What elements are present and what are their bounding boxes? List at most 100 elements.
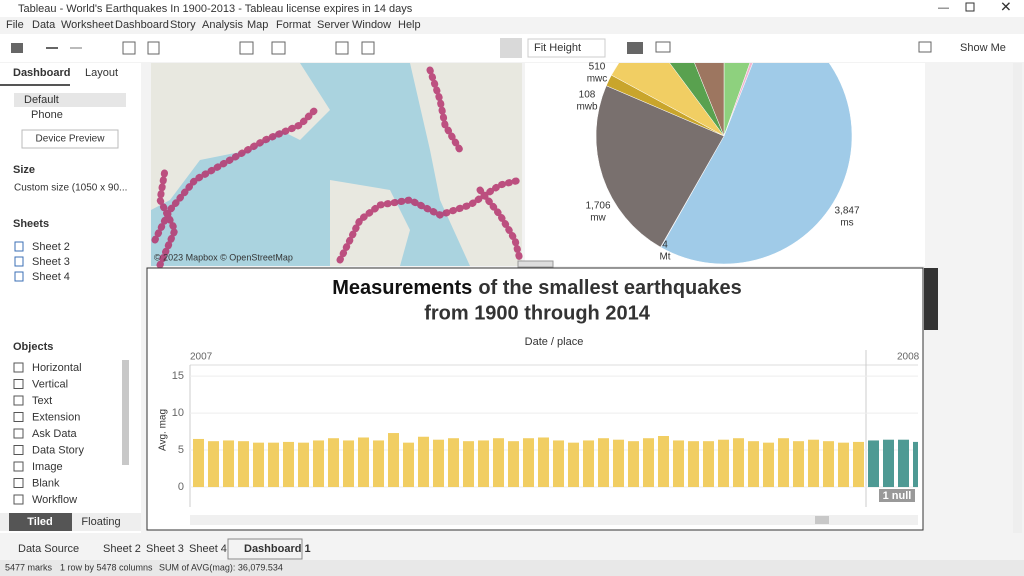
pie-value-label: 3,847 <box>834 206 859 217</box>
pie-slice <box>611 63 725 137</box>
sheet[interactable]: Sheet 2 <box>32 241 70 253</box>
bar <box>193 438 204 488</box>
x-axis-title: Date / place <box>525 336 584 348</box>
sheet-tab[interactable]: Sheet 4 <box>189 543 227 555</box>
menu-item[interactable]: Dashboard <box>115 19 169 31</box>
object[interactable]: Vertical <box>32 378 68 390</box>
menu-item[interactable]: Story <box>170 19 196 31</box>
bar <box>733 438 744 488</box>
object-icon <box>13 461 24 472</box>
device[interactable]: Phone <box>31 109 63 121</box>
bar <box>478 440 489 488</box>
bar <box>613 439 624 488</box>
menu-item[interactable]: Worksheet <box>61 19 113 31</box>
fit-value[interactable]: Fit Height <box>534 42 581 54</box>
null-badge[interactable] <box>879 489 915 502</box>
bar <box>223 440 234 488</box>
menu-item[interactable]: Map <box>247 19 268 31</box>
pie-slice <box>694 63 725 137</box>
object[interactable]: Image <box>32 461 63 473</box>
mode-selected <box>9 513 72 531</box>
status-item: 1 row by 5478 columns <box>60 562 153 572</box>
sheet-tab[interactable]: Sheet 2 <box>103 543 141 555</box>
bar <box>253 442 264 488</box>
fit-dropdown[interactable] <box>527 38 606 58</box>
bar <box>658 436 669 488</box>
bar <box>298 442 309 488</box>
layout-mode[interactable]: Tiled <box>27 516 52 528</box>
panel-controls[interactable] <box>924 268 938 330</box>
menu-item[interactable]: Server <box>317 19 350 31</box>
panel-tab[interactable]: Layout <box>85 67 118 79</box>
show-me[interactable]: Show Me <box>960 42 1006 54</box>
sheet-tab[interactable]: Data Source <box>18 543 79 555</box>
scrollbar <box>122 360 129 465</box>
menu-item[interactable]: Data <box>32 19 56 31</box>
bar <box>688 441 699 488</box>
object[interactable]: Text <box>32 395 52 407</box>
object[interactable]: Data Story <box>32 444 84 456</box>
tab-underline <box>0 84 70 86</box>
size-value[interactable]: Custom size (1050 x 90... <box>14 183 127 194</box>
menu-item[interactable]: Analysis <box>202 19 243 31</box>
menu-item[interactable]: Window <box>352 19 391 31</box>
map-points <box>151 66 524 269</box>
object[interactable]: Ask Data <box>32 428 78 440</box>
menu-item[interactable]: Format <box>276 19 311 31</box>
y-tick-label: 15 <box>172 370 184 382</box>
bar <box>793 441 804 488</box>
bar <box>868 440 879 488</box>
device-preview[interactable]: Device Preview <box>36 134 106 145</box>
object-icon <box>13 362 24 373</box>
object-icon <box>13 494 24 505</box>
bar <box>493 438 504 488</box>
button[interactable] <box>21 129 119 149</box>
v-scrollbar[interactable] <box>1013 63 1022 533</box>
panel-tab[interactable]: Dashboard <box>13 67 70 79</box>
object[interactable]: Horizontal <box>32 362 82 374</box>
status-item: SUM of AVG(mag): 36,079.534 <box>159 562 283 572</box>
plot-area <box>193 433 918 488</box>
sheet-tab[interactable]: Sheet 3 <box>146 543 184 555</box>
h-scrollbar[interactable] <box>190 515 918 525</box>
selected-device <box>14 93 126 107</box>
bar <box>898 439 909 488</box>
minimize[interactable]: — <box>938 2 949 14</box>
null-indicator[interactable]: 1 null <box>883 490 912 502</box>
device[interactable]: Default <box>24 94 59 106</box>
sheet[interactable]: Sheet 4 <box>32 271 70 283</box>
heading: Sheets <box>13 218 49 230</box>
close[interactable]: ✕ <box>1000 0 1012 15</box>
object[interactable]: Extension <box>32 411 80 423</box>
splitter[interactable] <box>517 260 554 268</box>
y-axis-title: Avg. mag <box>158 409 169 451</box>
bar <box>583 440 594 488</box>
object[interactable]: Workflow <box>32 494 77 506</box>
bar <box>778 438 789 488</box>
pie-category-label: mwc <box>587 74 608 85</box>
bar <box>628 441 639 488</box>
bar <box>808 439 819 488</box>
menu-item[interactable]: Help <box>398 19 421 31</box>
bar <box>448 438 459 488</box>
layout-mode[interactable]: Floating <box>81 516 120 528</box>
pie-category-label: mw <box>590 213 606 224</box>
object[interactable]: Blank <box>32 477 60 489</box>
pie-slice <box>660 63 853 265</box>
bar <box>328 438 339 488</box>
bar-title: Measurements of the smallest earthquakes <box>332 277 742 299</box>
y-tick-label: 10 <box>172 407 184 419</box>
sheet[interactable]: Sheet 3 <box>32 256 70 268</box>
h-scroll-thumb[interactable] <box>815 516 829 524</box>
menu-item[interactable]: File <box>6 19 24 31</box>
y-tick-label: 5 <box>178 444 184 456</box>
status-bar <box>0 560 1024 576</box>
bar <box>643 438 654 488</box>
maximize[interactable] <box>965 2 975 12</box>
sheet-tab[interactable]: Dashboard 1 <box>244 543 311 555</box>
pie-value-label: 510 <box>589 62 606 73</box>
map-credit: © 2023 Mapbox © OpenStreetMap <box>154 252 293 262</box>
bar <box>313 440 324 488</box>
